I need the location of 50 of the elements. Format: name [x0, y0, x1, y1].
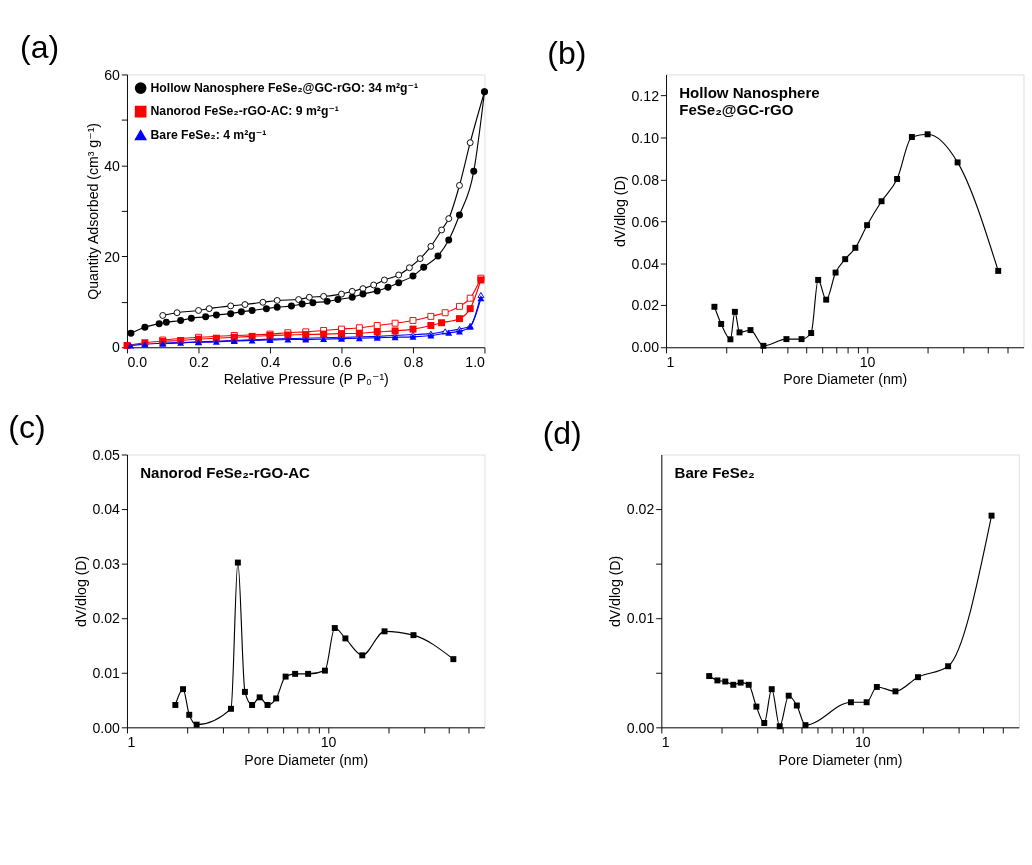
legend-label: Bare FeSe₂: 4 m²g⁻¹ [150, 127, 267, 142]
annotation: Nanorod FeSe₂-rGO-AC [140, 464, 311, 482]
x-tick-label: 0.6 [332, 353, 352, 370]
legend-label: Hollow Nanosphere FeSe₂@GC-rGO: 34 m²g⁻¹ [150, 80, 419, 95]
y-tick-label: 0.00 [626, 719, 655, 736]
y-axis-title: dV/dlog (D) [611, 175, 628, 248]
x-tick-label: 1 [661, 733, 670, 750]
x-tick-label: 1 [666, 353, 675, 370]
annotation: Bare FeSe₂ [674, 464, 755, 482]
y-tick-label: 0.08 [631, 171, 660, 188]
x-tick-label: 1 [127, 733, 136, 750]
x-axis-title: Pore Diameter (nm) [778, 751, 903, 768]
y-tick-label: 40 [104, 157, 121, 174]
chart-title: (d) [542, 415, 582, 452]
x-tick-label: 0.4 [260, 353, 281, 370]
y-tick-label: 0.10 [631, 129, 660, 146]
y-tick-label: 0.12 [631, 87, 660, 104]
y-tick-label: 0 [112, 339, 121, 356]
x-tick-label: 10 [855, 733, 871, 750]
y-tick-label: 60 [104, 66, 121, 83]
chart-title: (b) [547, 35, 587, 72]
x-axis-title: Relative Pressure (P P₀⁻¹) [223, 371, 389, 388]
y-axis-title: Quantity Adsorbed (cm³ g⁻¹) [84, 122, 101, 300]
chart-title: (a) [20, 28, 60, 65]
annotation: Hollow Nanosphere FeSe₂@GC-rGO [679, 83, 820, 118]
x-axis-title: Pore Diameter (nm) [244, 751, 369, 768]
y-tick-label: 0.05 [92, 446, 121, 463]
y-tick-label: 0.02 [626, 501, 655, 518]
y-tick-label: 0.06 [631, 213, 660, 230]
x-tick-label: 0.0 [127, 353, 148, 370]
y-tick-label: 0.01 [92, 664, 121, 681]
x-tick-label: 1.0 [465, 353, 486, 370]
y-axis-title: dV/dlog (D) [607, 555, 624, 628]
x-tick-label: 0.2 [189, 353, 209, 370]
y-tick-label: 0.04 [92, 501, 121, 518]
y-tick-label: 0.00 [92, 719, 121, 736]
x-tick-label: 10 [859, 353, 876, 370]
x-tick-label: 0.8 [403, 353, 424, 370]
y-tick-label: 0.00 [631, 339, 660, 356]
y-tick-label: 0.04 [631, 255, 660, 272]
legend-label: Nanorod FeSe₂-rGO-AC: 9 m²g⁻¹ [150, 104, 339, 119]
y-tick-label: 20 [104, 248, 121, 265]
y-axis-title: dV/dlog (D) [72, 555, 89, 628]
y-tick-label: 0.02 [631, 297, 660, 314]
y-tick-label: 0.03 [92, 555, 121, 572]
y-tick-label: 0.02 [92, 610, 121, 627]
x-axis-title: Pore Diameter (nm) [783, 371, 908, 388]
chart-title: (c) [8, 408, 46, 445]
x-tick-label: 10 [320, 733, 337, 750]
y-tick-label: 0.01 [626, 610, 655, 627]
